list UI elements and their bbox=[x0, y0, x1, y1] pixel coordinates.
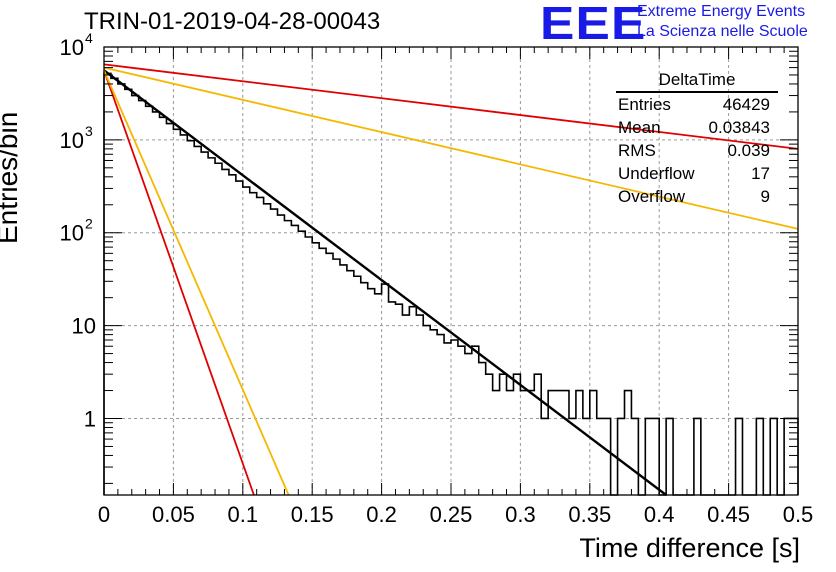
x-tick-label: 0 bbox=[98, 502, 110, 527]
stats-label: Underflow bbox=[618, 164, 695, 183]
stats-value: 0.03843 bbox=[708, 118, 770, 137]
stats-row: Entries 46429 bbox=[612, 93, 778, 116]
stats-row: Overflow 9 bbox=[612, 185, 778, 208]
stats-label: RMS bbox=[618, 141, 656, 160]
stats-row: Underflow 17 bbox=[612, 162, 778, 185]
stats-value: 46429 bbox=[722, 95, 770, 114]
y-tick-exponent: 4 bbox=[85, 30, 93, 46]
logo-line-2: La Scienza nelle Scuole bbox=[637, 23, 808, 40]
y-tick-exponent: 3 bbox=[85, 123, 93, 139]
stats-value: 0.039 bbox=[727, 141, 770, 160]
chart-title: TRIN-01-2019-04-28-00043 bbox=[84, 8, 381, 35]
x-tick-label: 0.1 bbox=[228, 502, 259, 527]
x-tick-label: 0.4 bbox=[644, 502, 675, 527]
fit-line-orange-slow bbox=[103, 66, 799, 230]
y-tick-label: 10 bbox=[72, 314, 96, 339]
stats-value: 17 bbox=[751, 164, 770, 183]
y-tick-label: 10 bbox=[60, 35, 84, 60]
x-tick-label: 0.5 bbox=[783, 502, 814, 527]
stats-row: Mean 0.03843 bbox=[612, 116, 778, 139]
stats-label: Overflow bbox=[618, 187, 686, 206]
x-tick-label: 0.2 bbox=[366, 502, 397, 527]
stats-box: DeltaTime Entries 46429 Mean 0.03843 RMS… bbox=[612, 70, 778, 208]
x-tick-label: 0.35 bbox=[568, 502, 611, 527]
stats-row: RMS 0.039 bbox=[612, 139, 778, 162]
y-tick-label: 10 bbox=[60, 128, 84, 153]
stats-label: Mean bbox=[618, 118, 661, 137]
fit-line-orange-fast bbox=[103, 70, 290, 496]
fit-line-red-slow bbox=[103, 63, 799, 150]
x-tick-label: 0.25 bbox=[430, 502, 473, 527]
y-axis-label: Entries/bin bbox=[0, 111, 23, 244]
y-tick-label: 10 bbox=[60, 221, 84, 246]
stats-value: 9 bbox=[760, 187, 770, 206]
x-axis-label: Time difference [s] bbox=[579, 533, 800, 563]
x-tick-label: 0.3 bbox=[505, 502, 536, 527]
y-tick-exponent: 2 bbox=[85, 216, 93, 232]
y-tick-label: 1 bbox=[84, 406, 96, 431]
logo-letters: EEE bbox=[540, 0, 647, 49]
fit-line-red-fast bbox=[103, 70, 255, 496]
x-tick-label: 0.15 bbox=[291, 502, 334, 527]
x-tick-label: 0.05 bbox=[152, 502, 195, 527]
stats-title: DeltaTime bbox=[616, 70, 778, 93]
stats-label: Entries bbox=[618, 95, 671, 114]
x-tick-label: 0.45 bbox=[707, 502, 750, 527]
logo-line-1: Extreme Energy Events bbox=[637, 3, 806, 20]
fit-line-fit bbox=[103, 69, 667, 496]
